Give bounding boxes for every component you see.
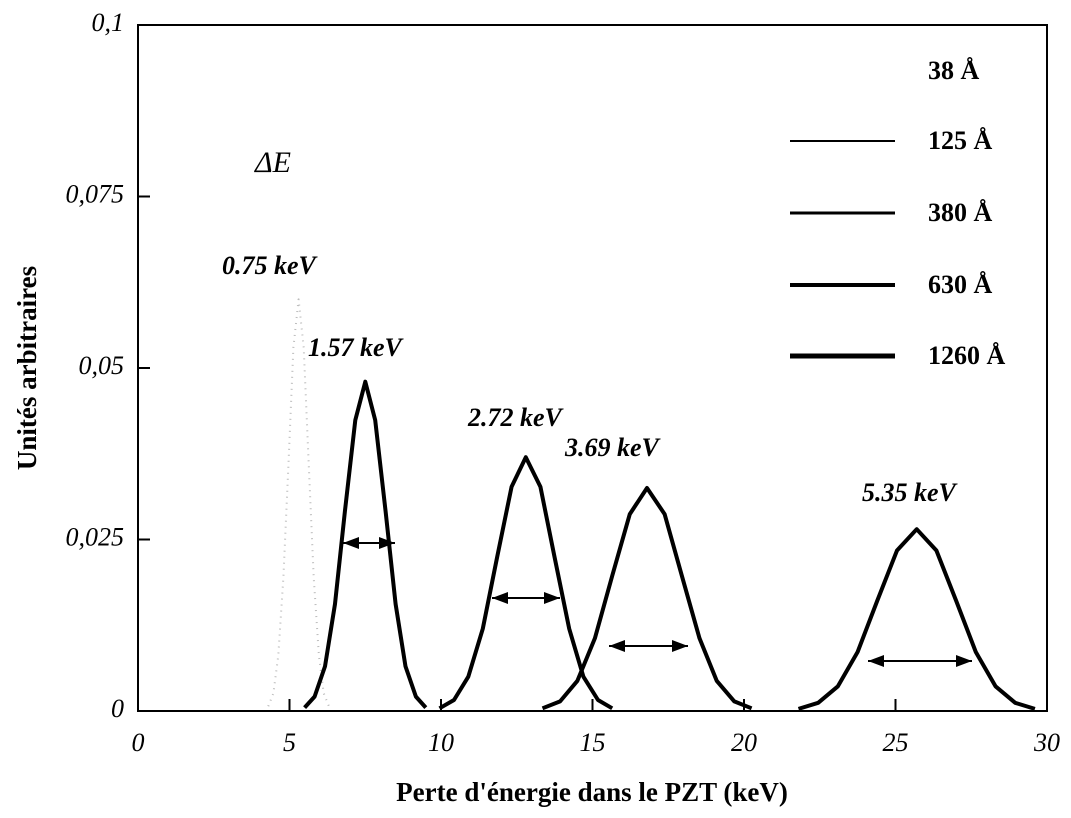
series-line (438, 455, 614, 711)
series-line (303, 379, 428, 709)
legend-label: 630 Å (928, 270, 993, 299)
arrow-head (492, 592, 508, 604)
x-tick-label: 25 (883, 728, 909, 757)
legend-label: 1260 Å (928, 341, 1006, 370)
y-tick-label: 0,05 (79, 351, 125, 380)
annotation: 3.69 keV (564, 433, 662, 462)
annotation: 0.75 keV (222, 251, 319, 280)
x-axis-title: Perte d'énergie dans le PZT (keV) (396, 777, 788, 807)
annotation: 1.57 keV (308, 333, 405, 362)
y-tick-label: 0,075 (66, 179, 125, 208)
x-tick-label: 30 (1033, 728, 1060, 757)
series-line (797, 527, 1036, 711)
arrow-head (379, 537, 395, 549)
arrow-head (544, 592, 560, 604)
annotation: ΔE (254, 146, 291, 179)
y-tick-label: 0,025 (66, 522, 125, 551)
annotation: 5.35 keV (862, 478, 959, 507)
arrow-head (609, 640, 625, 652)
legend-label: 125 Å (928, 126, 993, 155)
arrow-head (343, 537, 359, 549)
annotation: 2.72 keV (467, 403, 565, 432)
x-tick-label: 10 (428, 728, 454, 757)
x-tick-label: 5 (283, 728, 296, 757)
y-axis-title: Unités arbitraires (12, 266, 42, 470)
series-line (541, 486, 753, 711)
legend-label: 380 Å (928, 198, 993, 227)
x-tick-label: 0 (132, 728, 145, 757)
plot-frame (137, 24, 1048, 712)
arrow-head (672, 640, 688, 652)
arrow-head (956, 655, 972, 667)
x-tick-label: 20 (731, 728, 757, 757)
legend-label: 38 Å (928, 56, 980, 85)
arrow-head (868, 655, 884, 667)
y-tick-label: 0,1 (92, 8, 125, 37)
y-tick-label: 0 (111, 694, 124, 723)
series-line (267, 298, 330, 707)
x-tick-label: 15 (580, 728, 606, 757)
